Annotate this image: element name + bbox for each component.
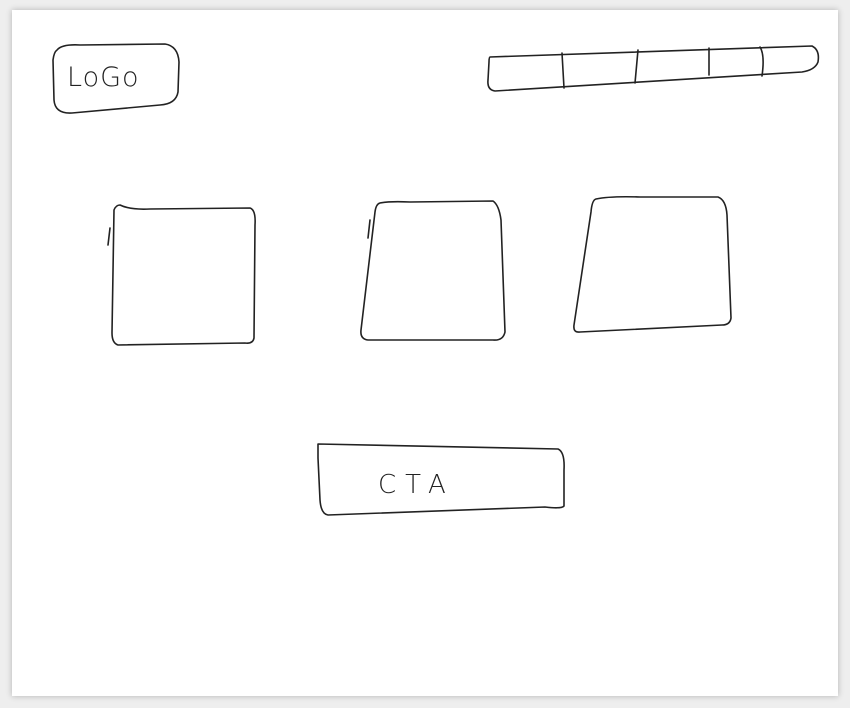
logo-box <box>52 43 180 114</box>
logo-text: LoGo <box>67 62 140 93</box>
cta-button[interactable] <box>318 444 565 516</box>
card-3 <box>573 195 732 333</box>
nav-bar-outline <box>487 45 820 92</box>
sketch-sheet <box>12 10 838 696</box>
card-2 <box>360 200 506 341</box>
nav-item-4[interactable] <box>710 46 760 76</box>
nav-item-5[interactable] <box>762 45 818 73</box>
nav-bar <box>487 45 820 92</box>
nav-item-1[interactable] <box>488 54 562 90</box>
logo-link[interactable] <box>52 44 180 114</box>
cta-text: CTA <box>378 470 455 500</box>
nav-divider-1 <box>561 52 565 89</box>
cta-button-outline <box>317 443 565 516</box>
nav-item-2[interactable] <box>564 51 636 85</box>
nav-divider-4 <box>759 46 764 77</box>
card-1 <box>107 204 256 346</box>
nav-item-3[interactable] <box>637 48 709 80</box>
nav-divider-2 <box>634 49 639 84</box>
